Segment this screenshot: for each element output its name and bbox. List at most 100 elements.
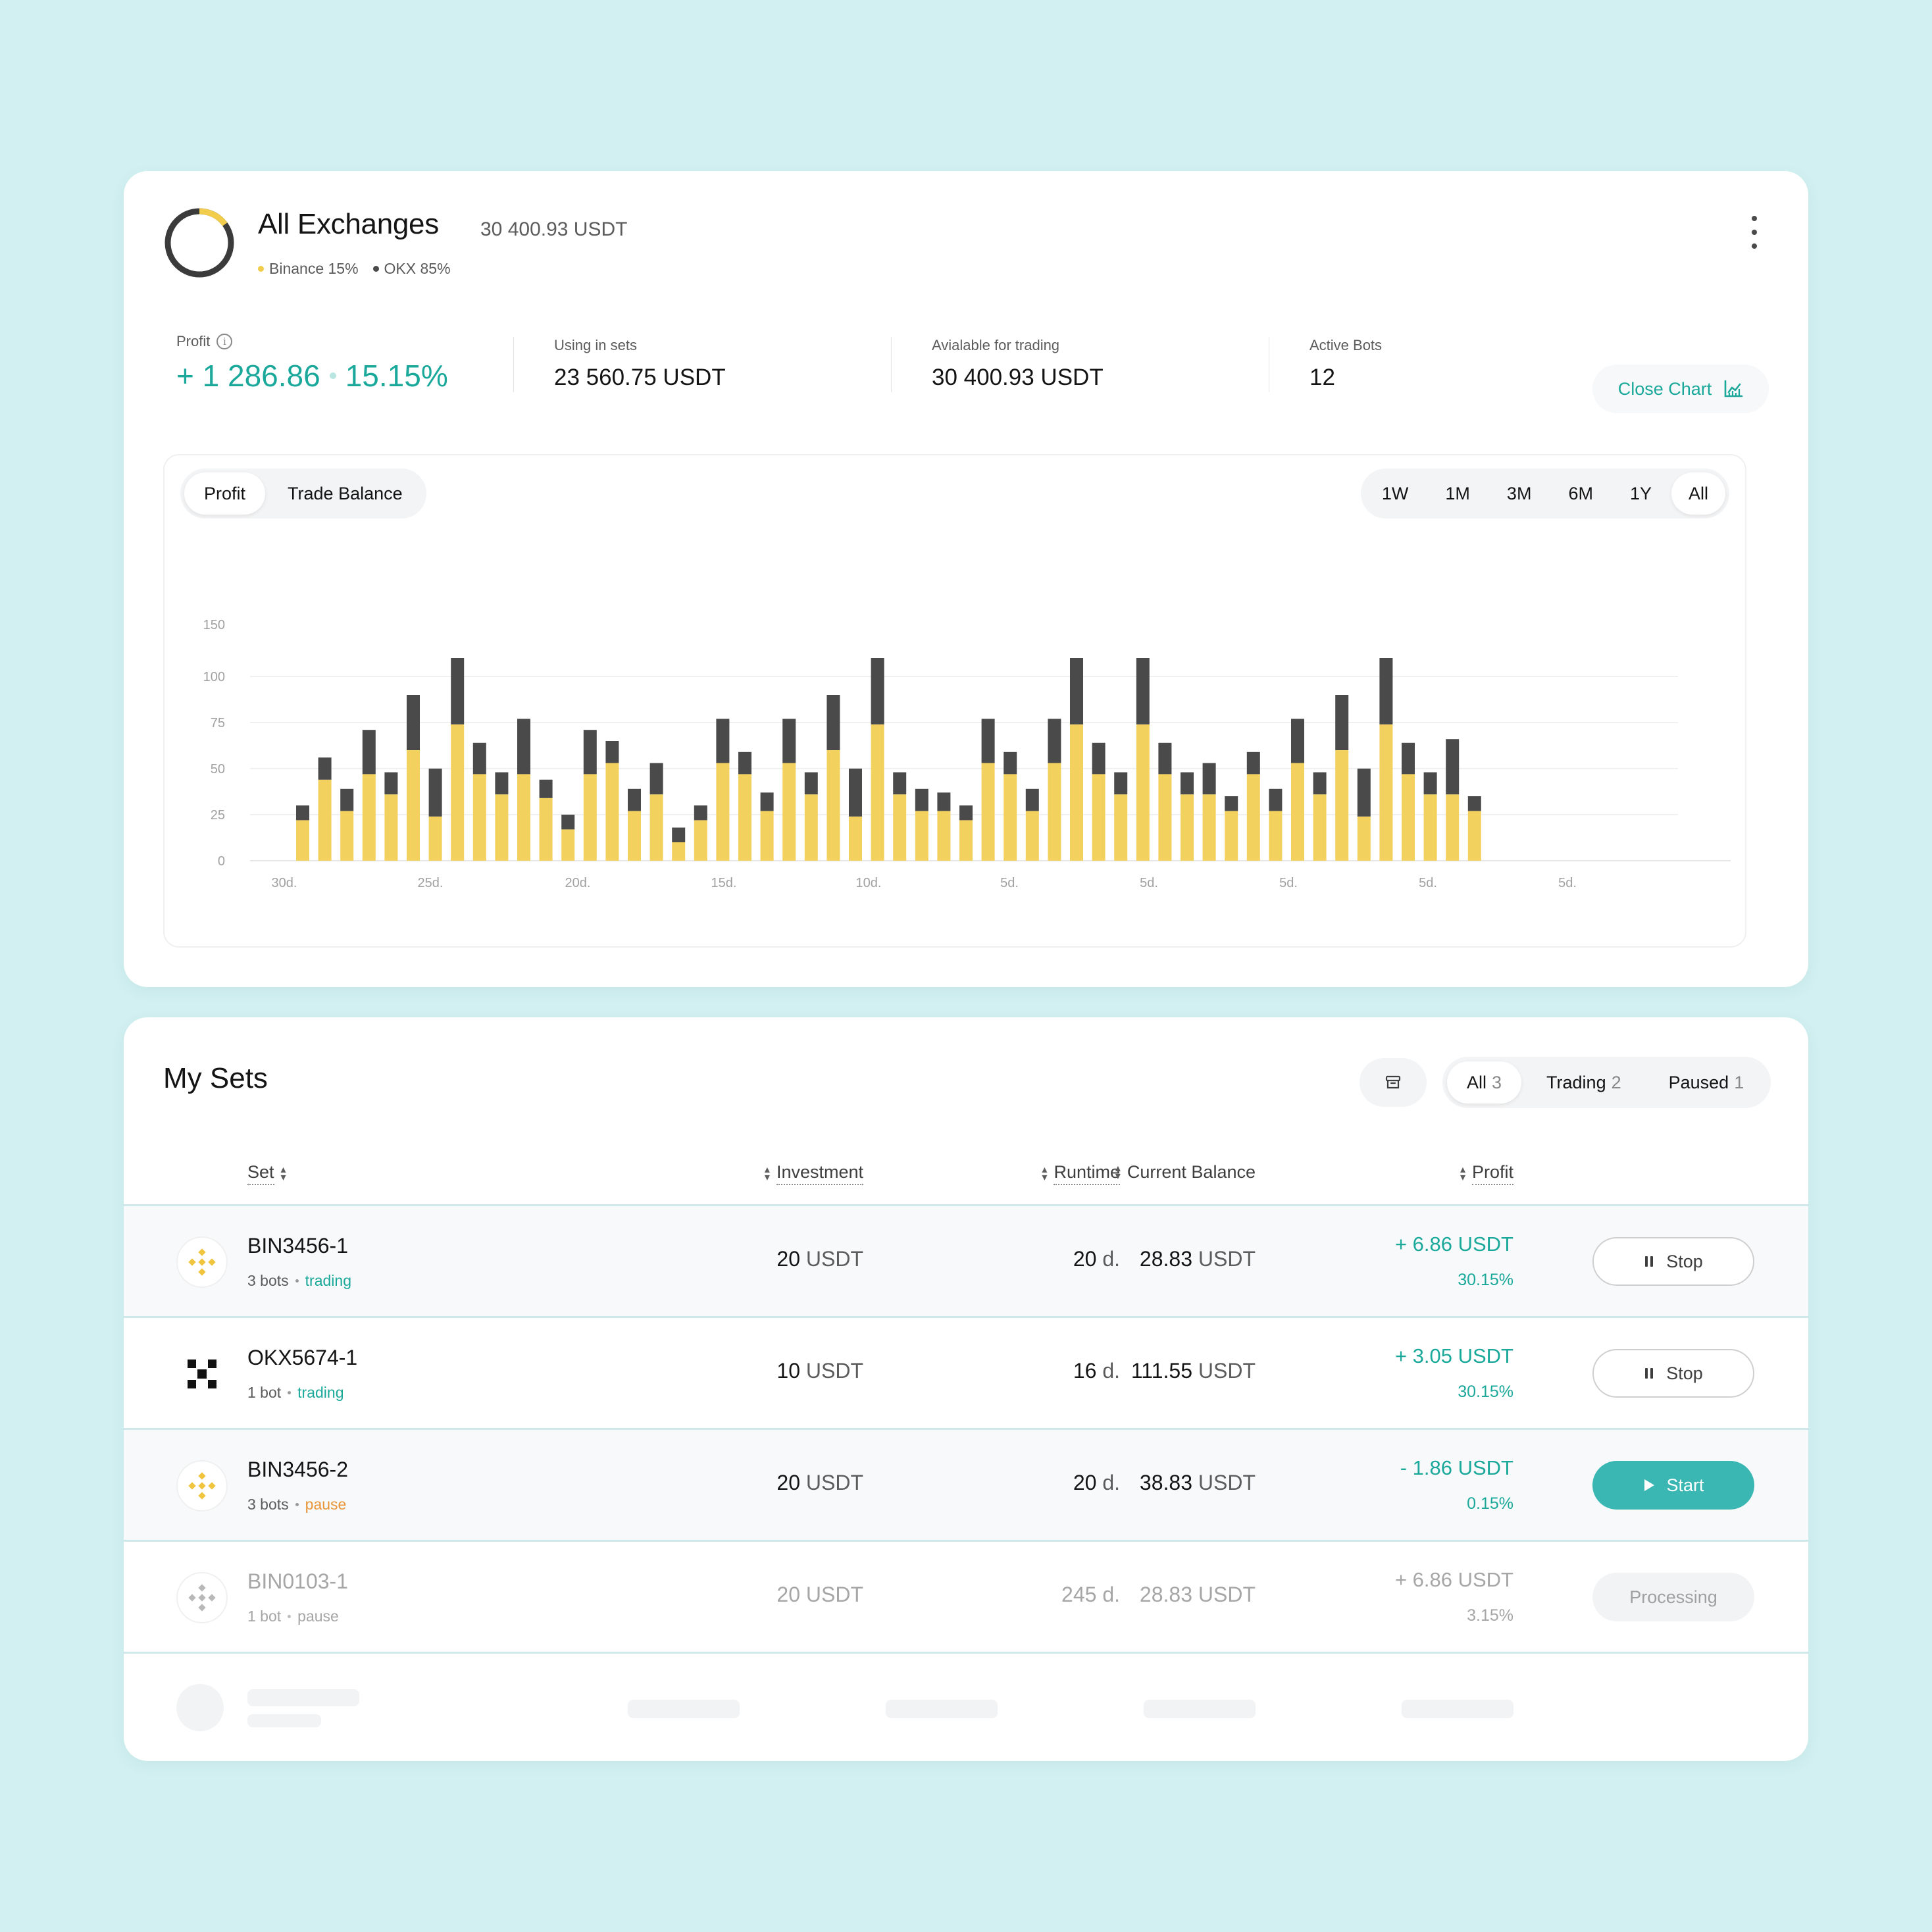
range-1m[interactable]: 1M [1445,483,1470,503]
bullet-icon [288,1615,292,1618]
column-header-investment[interactable]: ▴ ▾ Investment [765,1162,863,1185]
binance-dot-icon [258,266,264,272]
investment-value: 10 [776,1359,800,1383]
filter-trading[interactable]: Trading 2 [1524,1061,1644,1104]
bar-segment-base [1025,811,1039,861]
stop-button[interactable]: Stop [1592,1349,1754,1398]
tab-profit[interactable]: Profit [184,472,266,515]
set-meta: 3 bots pause [247,1496,346,1513]
x-tick-label: 10d. [856,876,882,890]
profit-percent: 0.15% [1467,1494,1513,1513]
profit-value: - 1.86 USDT [1400,1456,1513,1479]
bar-segment-top [296,805,309,821]
bar-segment-top [804,772,818,795]
bar-segment-top [384,772,398,795]
bar-segment-top [407,695,420,750]
archive-icon [1385,1075,1401,1089]
balance-cell: 38.83 USDT [1140,1471,1256,1495]
table-row[interactable]: OKX5674-1 1 bot trading 10 USDT 16 d. 111… [124,1316,1808,1428]
status-badge: pause [305,1496,347,1513]
runtime-cell: 245 d. [1061,1583,1120,1607]
bar-segment-top [893,772,907,795]
column-header-set[interactable]: Set ▴ ▾ [247,1162,286,1185]
bar-segment-top [583,730,597,775]
bar-segment-base [1181,794,1194,861]
start-button[interactable]: Start [1592,1461,1754,1510]
bar-segment-base [1004,774,1017,861]
investment-unit: USDT [805,1583,863,1606]
range-toggle: 1W 1M 3M 6M 1Y All [1360,469,1729,519]
processing-button: Processing [1592,1573,1754,1621]
column-header-runtime[interactable]: ▴ ▾ Runtime [1042,1162,1120,1185]
bar-segment-base [561,829,575,861]
y-tick-label: 0 [218,854,225,869]
header-profit-label: Profit [1471,1162,1513,1185]
range-6m[interactable]: 6M [1568,483,1593,503]
metric-toggle: Profit Trade Balance [180,469,426,519]
bar-segment-top [628,788,641,811]
bar-segment-top [981,719,995,763]
range-1w[interactable]: 1W [1381,483,1409,503]
header-investment-label: Investment [776,1162,863,1185]
column-header-balance[interactable]: ▴ ▾ Current Balance [1115,1162,1256,1182]
y-tick-label: 150 [203,618,225,632]
divider [513,337,514,392]
close-chart-button[interactable]: Close Chart [1592,365,1769,413]
more-options-icon[interactable] [1748,216,1761,249]
legend-okx-label: OKX 85% [384,260,451,277]
x-tick-label: 30d. [272,876,297,890]
column-header-profit[interactable]: ▴ ▾ Profit [1460,1162,1513,1185]
profit-percent: 30.15% [1458,1271,1513,1289]
bar-segment-top [760,792,774,811]
bar-segment-top [937,792,951,811]
runtime-value: 20 [1073,1471,1097,1494]
balance-value: 38.83 [1139,1471,1192,1494]
pause-icon [1645,1368,1654,1379]
bar-segment-base [472,774,486,861]
table-row[interactable]: BIN3456-1 3 bots trading 20 USDT 20 d. 28… [124,1204,1808,1316]
bar-segment-base [782,763,796,861]
bar-segment-base [1225,811,1238,861]
okx-dot-icon [372,266,379,272]
balance-value: 111.55 [1131,1359,1192,1383]
skeleton-line [628,1700,740,1718]
runtime-unit: d. [1102,1471,1120,1494]
legend-binance: Binance 15% [258,260,359,278]
bar-segment-base [672,842,686,861]
filter-all[interactable]: All 3 [1447,1061,1522,1104]
header-balance-label: Current Balance [1127,1162,1256,1182]
bar-segment-base [1114,794,1128,861]
stop-button-label: Stop [1666,1363,1703,1383]
stop-button[interactable]: Stop [1592,1237,1754,1286]
bar-segment-top [1357,769,1371,817]
range-1y[interactable]: 1Y [1629,483,1652,503]
bar-segment-top [340,788,354,811]
info-icon[interactable]: i [216,334,233,349]
set-name: OKX5674-1 [247,1346,358,1369]
stop-button-label: Stop [1666,1251,1703,1271]
tab-trade-balance[interactable]: Trade Balance [288,483,403,503]
bar-segment-top [605,741,619,763]
filter-paused[interactable]: Paused 1 [1646,1061,1767,1104]
archive-button[interactable] [1360,1058,1427,1107]
range-3m[interactable]: 3M [1506,483,1532,503]
investment-cell: 20 USDT [776,1247,863,1271]
legend-okx: OKX 85% [372,260,451,278]
bar-segment-top [1446,739,1460,795]
bar-segment-base [1202,794,1216,861]
bar-segment-top [495,772,509,795]
profit-label: Profit [176,333,211,349]
profit-stat: Profit i + 1 286.86 15.15% [176,333,448,394]
bar-segment-base [340,811,354,861]
bar-segment-top [318,757,332,780]
bar-segment-base [407,750,420,861]
skeleton-line [886,1700,998,1718]
table-row[interactable]: BIN0103-1 1 bot pause 20 USDT 245 d. 28.8… [124,1540,1808,1652]
profit-value: + 6.86 USDT [1394,1233,1513,1256]
table-row[interactable]: BIN3456-2 3 bots pause 20 USDT 20 d. 38.8… [124,1428,1808,1540]
bar-segment-base [517,774,530,861]
bar-segment-top [782,719,796,763]
range-all[interactable]: All [1671,472,1725,515]
skeleton-line [247,1689,359,1706]
bar-segment-base [1335,750,1349,861]
